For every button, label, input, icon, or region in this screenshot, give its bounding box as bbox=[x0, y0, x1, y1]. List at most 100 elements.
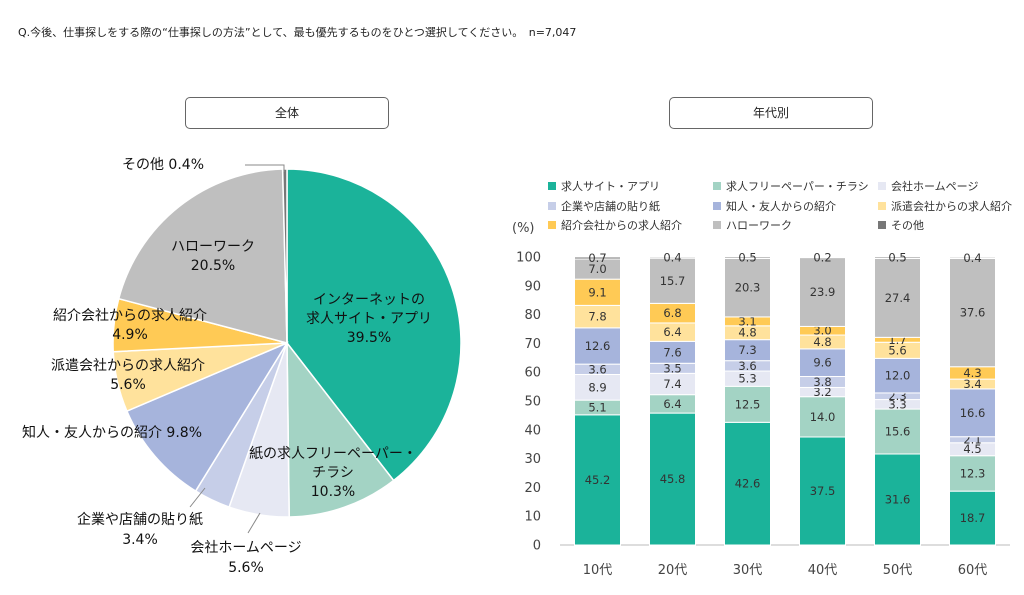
x-tick-label: 60代 bbox=[958, 563, 988, 578]
bar-value-label: 37.5 bbox=[810, 484, 836, 498]
bar-segment bbox=[649, 257, 696, 304]
legend-swatch bbox=[548, 221, 556, 229]
bar-value-label: 15.7 bbox=[660, 274, 686, 288]
x-tick-label: 10代 bbox=[583, 563, 613, 578]
bar-value-label: 4.3 bbox=[963, 366, 981, 380]
y-tick-label: 10 bbox=[524, 510, 541, 525]
x-tick-label: 30代 bbox=[733, 563, 763, 578]
pie-slice-paper bbox=[286, 340, 395, 518]
bar-segment bbox=[874, 357, 921, 394]
bar-segment bbox=[949, 388, 996, 438]
legend-label: その他 bbox=[891, 219, 924, 232]
pie-slice-other bbox=[281, 168, 288, 344]
y-tick-label: 20 bbox=[524, 481, 541, 496]
bar-value-label: 3.8 bbox=[813, 375, 831, 389]
bar-value-label: 7.4 bbox=[663, 377, 681, 391]
y-tick-label: 50 bbox=[524, 395, 541, 410]
bar-value-label: 15.6 bbox=[885, 425, 911, 439]
bar-segment bbox=[649, 256, 696, 259]
legend-swatch bbox=[878, 221, 886, 229]
legend-label: 知人・友人からの紹介 bbox=[726, 199, 836, 213]
bar-value-label: 0.2 bbox=[813, 250, 831, 264]
bar-segment bbox=[874, 256, 921, 259]
legend-label: 求人サイト・アプリ bbox=[561, 180, 660, 193]
bar-value-label: 0.5 bbox=[738, 251, 756, 265]
bar-value-label: 0.5 bbox=[888, 251, 906, 265]
leader-other bbox=[245, 164, 285, 172]
pie-label-hellowork: ハローワーク bbox=[171, 239, 255, 255]
legend-swatch bbox=[713, 202, 721, 210]
legend-swatch bbox=[878, 182, 886, 190]
y-tick-label: 70 bbox=[524, 337, 541, 352]
bar-value-label: 5.6 bbox=[888, 343, 906, 357]
pie-panel-label: 全体 bbox=[185, 97, 389, 129]
bar-value-label: 6.8 bbox=[663, 306, 681, 320]
bar-value-label: 7.3 bbox=[738, 343, 756, 357]
bar-value-label: 5.3 bbox=[738, 372, 756, 386]
bar-value-label: 3.0 bbox=[813, 324, 831, 338]
leader-poster bbox=[189, 487, 206, 508]
bar-value-label: 27.4 bbox=[885, 291, 911, 305]
bar-segment bbox=[874, 408, 921, 455]
legend-label: 紹介会社からの求人紹介 bbox=[561, 218, 682, 232]
pie-pct-agency: 4.9% bbox=[112, 327, 148, 343]
bar-segment bbox=[799, 257, 846, 327]
bar-value-label: 12.5 bbox=[735, 397, 761, 411]
bar-value-label: 20.3 bbox=[735, 281, 761, 295]
bar-value-label: 6.4 bbox=[663, 325, 681, 339]
pie-pct-internet: 39.5% bbox=[347, 330, 391, 346]
bar-value-label: 8.9 bbox=[588, 380, 606, 394]
bar-value-label: 0.7 bbox=[588, 251, 606, 265]
leader-homepage bbox=[247, 512, 261, 534]
bar-value-label: 3.6 bbox=[588, 362, 606, 376]
y-tick-label: 90 bbox=[524, 279, 541, 294]
bar-value-label: 31.6 bbox=[885, 492, 911, 506]
pie-label-paper: チラシ bbox=[312, 465, 354, 481]
legend-swatch bbox=[878, 202, 886, 210]
bar-value-label: 0.4 bbox=[963, 251, 981, 265]
bar-value-label: 4.8 bbox=[813, 335, 831, 349]
bar-value-label: 12.3 bbox=[960, 466, 986, 480]
pie-label-other: その他 0.4% bbox=[122, 157, 204, 173]
bar-value-label: 3.4 bbox=[963, 377, 981, 391]
bar-value-label: 5.1 bbox=[588, 400, 606, 414]
y-tick-label: 30 bbox=[524, 452, 541, 467]
pie-label-referral: 知人・友人からの紹介 9.8% bbox=[22, 424, 202, 441]
bar-value-label: 3.6 bbox=[738, 359, 756, 373]
y-tick-label: 0 bbox=[533, 539, 541, 554]
pie-pct-paper: 10.3% bbox=[311, 484, 355, 500]
pie-pct-poster: 3.4% bbox=[122, 532, 158, 548]
legend-label: 会社ホームページ bbox=[891, 179, 978, 193]
bar-value-label: 14.0 bbox=[810, 410, 836, 424]
legend-label: ハローワーク bbox=[726, 219, 792, 232]
bar-segment bbox=[949, 455, 996, 492]
bar-segment bbox=[724, 257, 771, 318]
x-tick-label: 50代 bbox=[883, 563, 913, 578]
bar-value-label: 12.6 bbox=[585, 339, 611, 353]
bar-value-label: 4.5 bbox=[963, 442, 981, 456]
bar-value-label: 7.6 bbox=[663, 345, 681, 359]
bar-segment bbox=[799, 256, 846, 259]
y-tick-label: 100 bbox=[516, 251, 541, 266]
bar-segment bbox=[949, 256, 996, 259]
bar-segment bbox=[649, 412, 696, 546]
bar-segment bbox=[724, 421, 771, 546]
bar-value-label: 16.6 bbox=[960, 406, 986, 420]
pie-label-agency: 紹介会社からの求人紹介 bbox=[53, 308, 207, 324]
pie-label-dispatch: 派遣会社からの求人紹介 bbox=[51, 358, 205, 374]
pie-pct-hellowork: 20.5% bbox=[191, 258, 235, 274]
pie-slice-internet bbox=[286, 168, 462, 482]
bar-value-label: 3.3 bbox=[888, 397, 906, 411]
pie-label-paper: 紙の求人フリーペーパー・ bbox=[249, 446, 417, 462]
stacked-bar-chart: 0 10 20 30 40 50 60 70 80 90 100 (%) 45.2 45.8 42.6 37.… bbox=[512, 179, 1012, 578]
bar-segment bbox=[574, 256, 621, 260]
bar-value-label: 7.0 bbox=[588, 262, 606, 276]
bar-value-label: 45.8 bbox=[660, 472, 686, 486]
legend-label: 企業や店舗の貼り紙 bbox=[561, 199, 660, 213]
bar-segment bbox=[874, 453, 921, 546]
question-text: Q.今後、仕事探しをする際の“仕事探しの方法”として、最も優先するものをひとつ選… bbox=[18, 26, 577, 39]
y-tick-label: 60 bbox=[524, 366, 541, 381]
bar-value-label: 3.2 bbox=[813, 385, 831, 399]
bar-value-label: 7.8 bbox=[588, 310, 606, 324]
